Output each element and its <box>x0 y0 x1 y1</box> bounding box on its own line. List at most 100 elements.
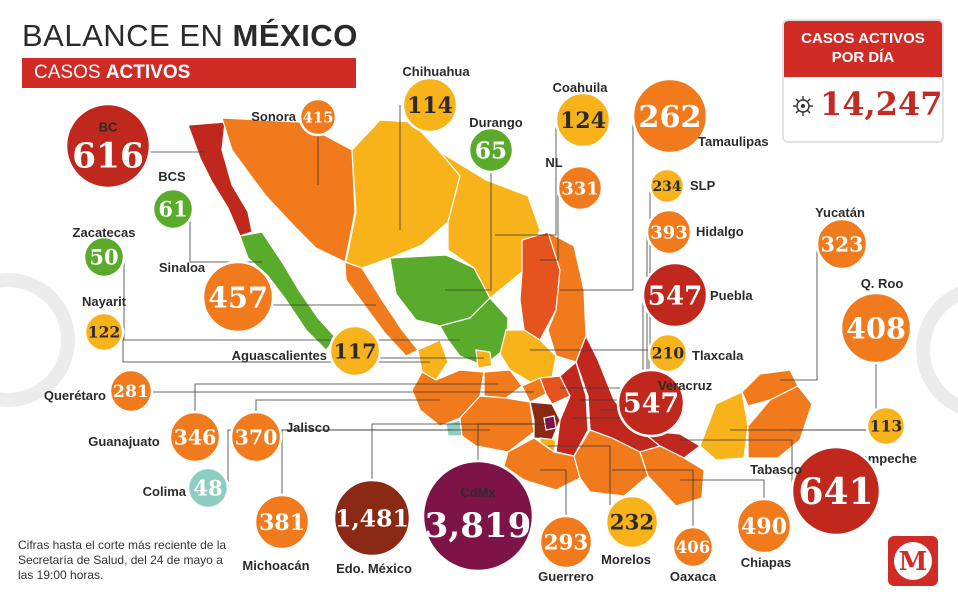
bubble-value-chihuahua: 114 <box>407 93 453 119</box>
bubble-circle-queretaro <box>108 368 154 414</box>
state-label-coahuila: Coahuila <box>553 80 609 95</box>
bubble-value-guanajuato: 346 <box>174 425 217 449</box>
state-label-edo-mexico: Edo. México <box>336 561 412 576</box>
page-subtitle: CASOS ACTIVOS <box>22 58 356 88</box>
bubble-value-nayarit: 122 <box>88 323 121 342</box>
leader-line-morelos <box>548 445 611 505</box>
bubble-value-morelos: 232 <box>610 511 654 536</box>
bubble-slp: 234 SLP <box>648 167 716 205</box>
region-chiapas <box>639 445 705 507</box>
region-chihuahua <box>345 119 461 269</box>
region-aguascalientes <box>475 349 493 369</box>
state-label-bcs: BCS <box>158 169 186 184</box>
state-label-guanajuato: Guanajuato <box>88 434 160 449</box>
bubble-value-coahuila: 124 <box>560 108 606 134</box>
bubble-value-yucatan: 323 <box>821 232 864 256</box>
leader-line-coahuila <box>495 120 557 236</box>
leader-line-nayarit <box>122 332 430 363</box>
bubble-circle-guerrero <box>538 514 594 570</box>
bubble-value-oaxaca: 406 <box>676 538 710 557</box>
bubble-tlaxcala: 210 Tlaxcala <box>647 332 744 374</box>
bubble-puebla: 547 Puebla <box>641 261 753 329</box>
bubble-circle-coahuila <box>554 91 612 149</box>
region-bc <box>187 121 253 237</box>
bubble-circle-veracruz <box>616 368 686 438</box>
daily-label: CASOS ACTIVOS POR DÍA <box>784 21 942 77</box>
bubble-value-queretaro: 281 <box>113 382 149 402</box>
state-label-chihuahua: Chihuahua <box>402 64 470 79</box>
bubble-circle-michoacan <box>253 493 311 551</box>
state-label-slp: SLP <box>690 178 716 193</box>
bubble-value-durango: 65 <box>475 137 507 164</box>
state-label-michoacan: Michoacán <box>242 558 309 573</box>
bubble-circle-cdmx <box>421 459 535 573</box>
state-label-aguascalientes: Aguascalientes <box>232 348 327 363</box>
leader-line-edo-mexico <box>371 423 540 480</box>
state-label-tabasco: Tabasco <box>750 462 802 477</box>
leader-line-michoacan <box>281 429 490 495</box>
bubble-circle-zacatecas <box>82 235 126 279</box>
bubble-circle-morelos <box>604 494 660 550</box>
bubble-value-tabasco: 641 <box>798 470 873 513</box>
bubble-value-jalisco: 370 <box>235 425 278 449</box>
bubble-oaxaca: 406 Oaxaca <box>670 525 717 584</box>
region-campeche <box>699 391 749 461</box>
bubble-value-nl: 331 <box>561 178 599 199</box>
bubble-circle-oaxaca <box>671 525 715 569</box>
state-label-nl: NL <box>545 155 562 170</box>
bubble-nl: 331 NL <box>545 155 604 212</box>
leader-line-yucatan <box>780 244 818 381</box>
region-nayarit <box>417 339 449 381</box>
region-cdmx <box>543 415 557 431</box>
bubble-circle-slp <box>648 167 686 205</box>
leader-line-guerrero <box>540 469 567 516</box>
state-label-sonora: Sonora <box>251 109 297 124</box>
bubble-circle-edo-mexico <box>332 478 412 558</box>
leader-line-durango <box>445 172 492 291</box>
bubble-value-q-roo: 408 <box>846 311 906 345</box>
bubble-jalisco: 370 Jalisco <box>229 410 330 464</box>
map-regions <box>187 117 813 507</box>
bubble-bc: 616 BC <box>64 102 152 190</box>
bubble-chihuahua: 114 Chihuahua <box>401 64 470 134</box>
bubble-value-sinaloa: 457 <box>208 280 268 314</box>
bubble-circle-puebla <box>641 261 709 329</box>
state-label-puebla: Puebla <box>710 288 753 303</box>
bubble-circle-bcs <box>151 187 195 231</box>
bubble-circle-aguascalientes <box>328 324 382 378</box>
logo-letter: M <box>899 547 928 577</box>
bubble-value-sonora: 415 <box>303 109 334 126</box>
bubble-zacatecas: 50 Zacatecas <box>73 225 135 279</box>
state-label-morelos: Morelos <box>601 552 651 567</box>
bubble-edo-mexico: 1,481 Edo. México <box>332 478 412 576</box>
bubble-nayarit: 122 Nayarit <box>82 294 127 353</box>
region-hidalgo <box>539 375 571 405</box>
bubble-circle-chihuahua <box>401 76 459 134</box>
bubble-value-bcs: 61 <box>158 197 187 222</box>
bubble-value-tlaxcala: 210 <box>652 344 685 363</box>
bubble-sonora: 415 Sonora <box>251 97 338 137</box>
leader-line-nl <box>540 188 559 261</box>
bubble-yucatan: 323 Yucatán <box>815 205 869 271</box>
bubble-value-aguascalientes: 117 <box>334 339 377 363</box>
leader-line-oaxaca <box>612 469 694 527</box>
bubble-circle-tlaxcala <box>647 332 689 374</box>
bubble-value-guerrero: 293 <box>544 531 588 556</box>
bubble-michoacan: 381 Michoacán <box>242 493 311 573</box>
bubble-value-zacatecas: 50 <box>89 245 118 270</box>
state-label-veracruz: Veracruz <box>658 378 713 393</box>
state-label-queretaro: Querétaro <box>44 388 106 403</box>
state-label-cdmx: CdMx <box>460 485 496 500</box>
bubble-colima: 48 Colima <box>143 466 230 510</box>
state-label-hidalgo: Hidalgo <box>696 224 744 239</box>
bubble-value-campeche: 113 <box>870 417 903 436</box>
background-virus-icon <box>0 273 958 414</box>
bubble-cdmx: 3,819 CdMx <box>421 459 535 573</box>
bubble-circle-tamaulipas <box>631 77 709 155</box>
daily-active-cases-box: CASOS ACTIVOS POR DÍA 14,247 <box>782 19 944 143</box>
bubble-circle-chiapas <box>735 497 793 555</box>
